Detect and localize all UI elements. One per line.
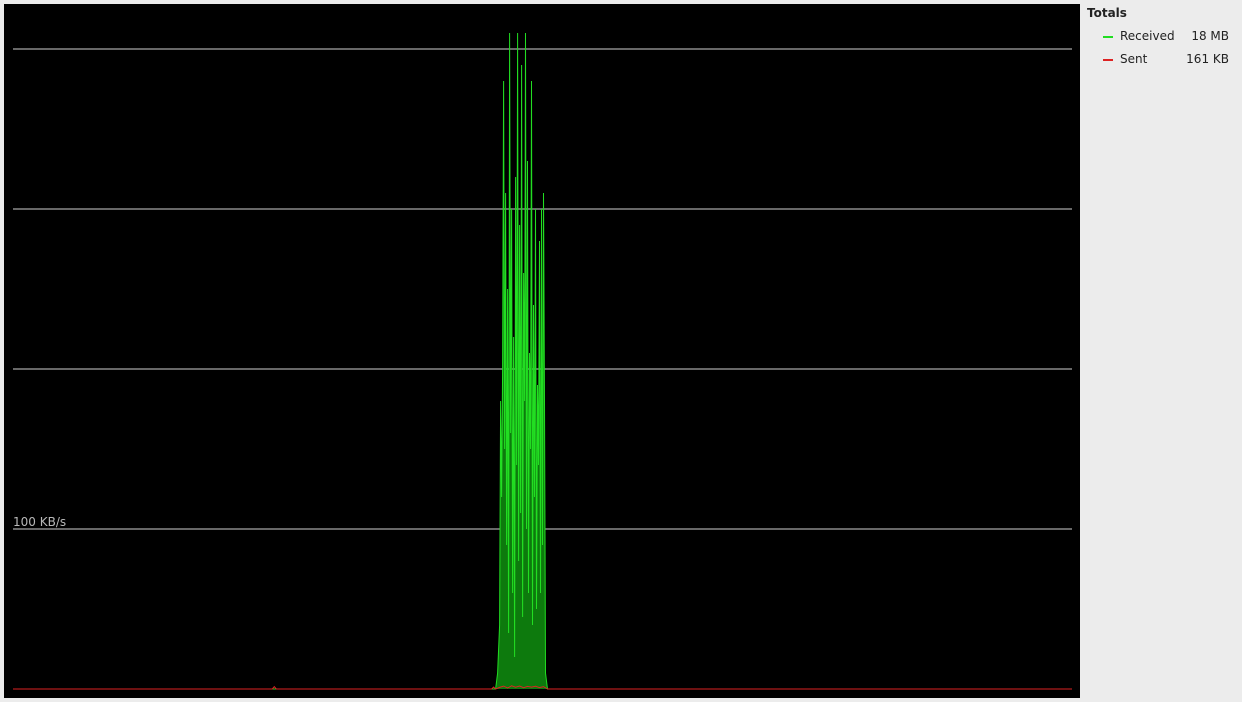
- legend-label-received: Received: [1120, 29, 1175, 43]
- legend-item-sent: Sent 161 KB: [1103, 52, 1229, 68]
- legend-total-received: 18 MB: [1191, 29, 1229, 43]
- totals-title: Totals: [1087, 6, 1127, 20]
- legend-item-received: Received 18 MB: [1103, 29, 1229, 45]
- received-line: [13, 32, 1072, 690]
- y-scale-label: 100 KB/s: [13, 515, 67, 529]
- sent-line: [13, 685, 1072, 690]
- legend-label-sent: Sent: [1120, 52, 1148, 66]
- chart-canvas: [13, 32, 1072, 690]
- received-swatch: [1103, 36, 1113, 38]
- totals-panel: Totals Received 18 MB Sent 161 KB: [1081, 0, 1242, 702]
- legend-total-sent: 161 KB: [1186, 52, 1229, 66]
- received-area-fill: [13, 33, 1072, 689]
- sent-swatch: [1103, 59, 1113, 61]
- network-history-graph: 100 KB/s: [4, 4, 1080, 698]
